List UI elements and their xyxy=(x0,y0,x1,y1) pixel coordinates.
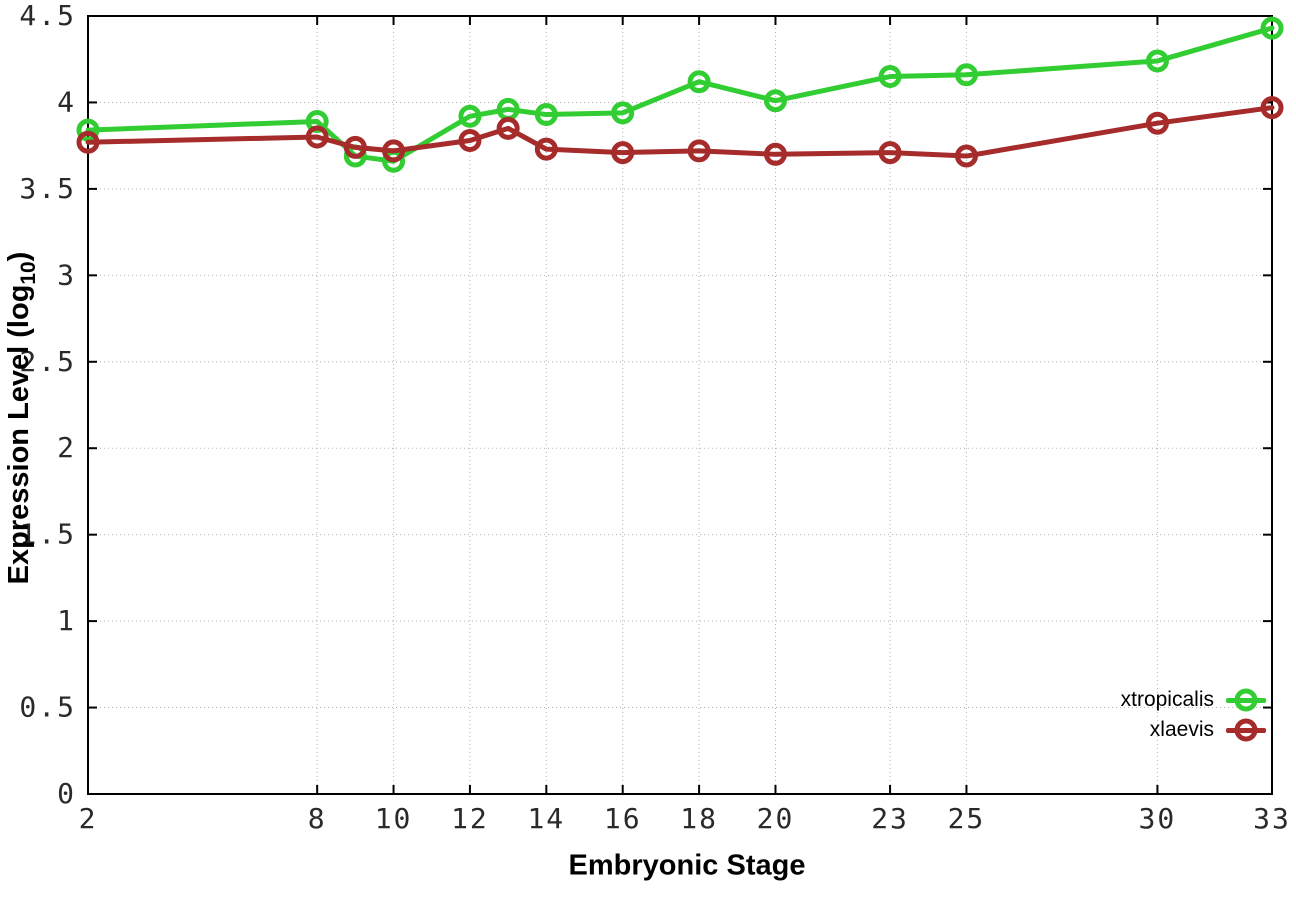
data-point-xlaevis xyxy=(496,116,520,140)
data-point-xtropicalis xyxy=(611,101,635,125)
x-tick-label: 2 xyxy=(79,802,98,835)
data-point-xlaevis xyxy=(534,137,558,161)
x-tick-label: 12 xyxy=(451,802,489,835)
x-tick-label: 16 xyxy=(604,802,642,835)
y-tick-label: 0.5 xyxy=(19,691,76,724)
legend-sample-xlaevis xyxy=(1226,717,1266,743)
series-line-xtropicalis xyxy=(85,25,1275,164)
y-tick-label: 1.5 xyxy=(19,518,76,551)
x-tick-label: 8 xyxy=(308,802,327,835)
x-tick-label: 25 xyxy=(948,802,986,835)
y-tick-label: 2 xyxy=(57,431,76,464)
data-point-xlaevis xyxy=(687,139,711,163)
y-axis-title: Expression Level (log10) xyxy=(3,252,41,585)
legend-label-xtropicalis: xtropicalis xyxy=(1120,688,1214,711)
y-tick-label: 2.5 xyxy=(19,345,76,378)
data-point-xlaevis xyxy=(611,141,635,165)
data-point-xlaevis xyxy=(1145,111,1169,135)
x-tick-label: 23 xyxy=(871,802,909,835)
data-point-xlaevis xyxy=(305,125,329,149)
data-point-xlaevis xyxy=(1260,96,1284,120)
data-point-xtropicalis xyxy=(687,70,711,94)
data-point-xlaevis xyxy=(343,135,367,159)
data-point-xtropicalis xyxy=(534,103,558,127)
x-tick-label: 33 xyxy=(1253,802,1291,835)
y-axis-title-text: Expression Level (log xyxy=(3,284,36,585)
legend-entry-xlaevis: xlaevis xyxy=(1121,717,1266,743)
x-tick-label: 30 xyxy=(1139,802,1177,835)
circle-marker-icon xyxy=(1234,688,1258,712)
data-point-xlaevis xyxy=(878,141,902,165)
data-point-xtropicalis xyxy=(76,118,100,142)
data-point-xlaevis xyxy=(954,144,978,168)
x-axis-title: Embryonic Stage xyxy=(568,849,806,882)
x-tick-label: 10 xyxy=(375,802,413,835)
y-tick-label: 0 xyxy=(57,777,76,810)
data-point-xtropicalis xyxy=(1145,49,1169,73)
y-axis-title-suffix: ) xyxy=(3,251,36,262)
data-point-xtropicalis xyxy=(1260,16,1284,40)
y-tick-label: 3 xyxy=(57,258,76,291)
data-point-xlaevis xyxy=(382,139,406,163)
data-point-xlaevis xyxy=(76,130,100,154)
plot-border xyxy=(87,15,1273,795)
data-point-xtropicalis xyxy=(458,104,482,128)
y-tick-label: 4 xyxy=(57,85,76,118)
legend-sample-xtropicalis xyxy=(1226,687,1266,713)
data-point-xtropicalis xyxy=(954,63,978,87)
y-tick-label: 4.5 xyxy=(19,0,76,32)
y-axis-title-subscript: 10 xyxy=(16,261,40,285)
legend-label-xlaevis: xlaevis xyxy=(1149,718,1214,741)
series-line-xlaevis xyxy=(85,105,1275,159)
y-tick-label: 1 xyxy=(57,604,76,637)
x-tick-label: 14 xyxy=(527,802,565,835)
data-point-xtropicalis xyxy=(878,65,902,89)
data-point-xtropicalis xyxy=(763,89,787,113)
circle-marker-icon xyxy=(1234,718,1258,742)
data-point-xlaevis xyxy=(458,128,482,152)
y-tick-label: 3.5 xyxy=(19,172,76,205)
data-point-xlaevis xyxy=(763,142,787,166)
legend-entry-xtropicalis: xtropicalis xyxy=(1121,687,1266,713)
legend: xtropicalis xlaevis xyxy=(1121,687,1266,743)
x-tick-label: 18 xyxy=(680,802,718,835)
x-tick-label: 20 xyxy=(757,802,795,835)
